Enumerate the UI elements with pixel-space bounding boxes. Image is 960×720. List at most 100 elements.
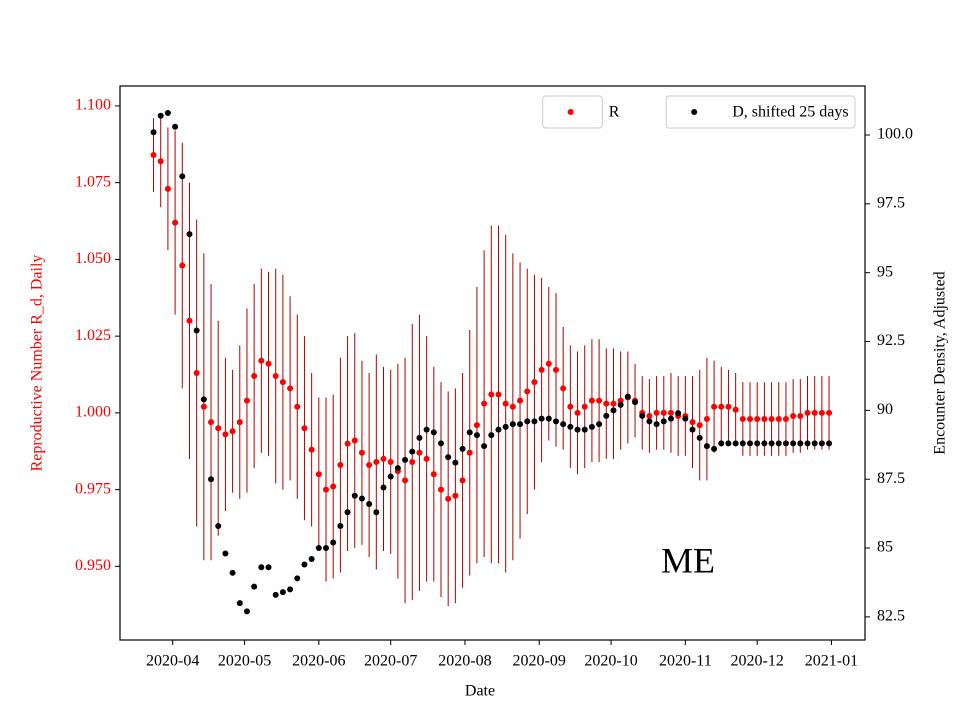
point xyxy=(509,421,516,428)
point xyxy=(394,465,401,472)
point xyxy=(732,406,739,413)
point xyxy=(473,432,480,439)
point xyxy=(804,409,811,416)
point xyxy=(581,403,588,410)
point xyxy=(617,397,624,404)
point xyxy=(711,403,718,410)
annotation: ME xyxy=(661,540,715,580)
point xyxy=(610,407,617,414)
point xyxy=(215,523,222,530)
point xyxy=(150,152,157,159)
point xyxy=(603,412,610,419)
point xyxy=(538,366,545,373)
point xyxy=(639,412,646,419)
point xyxy=(560,421,567,428)
point xyxy=(402,477,409,484)
point xyxy=(782,416,789,423)
point xyxy=(358,449,365,456)
point xyxy=(186,231,193,238)
y-tick-label: 1.100 xyxy=(75,97,111,114)
point xyxy=(416,434,423,441)
point xyxy=(538,415,545,422)
point xyxy=(718,440,725,447)
point xyxy=(358,495,365,502)
point xyxy=(200,396,207,403)
y2-axis-label: Encounter Density, Adjusted xyxy=(932,271,949,454)
point xyxy=(531,418,538,425)
point xyxy=(179,173,186,180)
point xyxy=(279,589,286,596)
x-tick-label: 2020-06 xyxy=(292,653,345,670)
point xyxy=(222,550,229,557)
point xyxy=(747,440,754,447)
point xyxy=(445,454,452,461)
point xyxy=(596,421,603,428)
point xyxy=(200,403,207,410)
point xyxy=(330,539,337,546)
point xyxy=(761,416,768,423)
point xyxy=(509,403,516,410)
legend-box xyxy=(665,95,856,129)
point xyxy=(768,440,775,447)
point xyxy=(811,440,818,447)
point xyxy=(682,415,689,422)
point xyxy=(775,416,782,423)
point xyxy=(739,440,746,447)
point xyxy=(287,586,294,593)
point xyxy=(423,455,430,462)
point xyxy=(718,403,725,410)
point xyxy=(797,412,804,419)
point xyxy=(265,360,272,367)
point xyxy=(797,440,804,447)
point xyxy=(387,473,394,480)
point xyxy=(344,509,351,516)
point xyxy=(811,409,818,416)
y-tick-label: 1.025 xyxy=(75,327,111,344)
y2-tick-label: 97.5 xyxy=(877,195,905,212)
point xyxy=(703,416,710,423)
point xyxy=(157,112,164,119)
y2-tick-label: 90 xyxy=(877,401,893,418)
point xyxy=(696,422,703,429)
point xyxy=(351,492,358,499)
point xyxy=(732,440,739,447)
point xyxy=(488,432,495,439)
point xyxy=(524,388,531,395)
point xyxy=(703,443,710,450)
point xyxy=(466,449,473,456)
point xyxy=(179,262,186,269)
plot-frame xyxy=(119,85,866,641)
point xyxy=(172,123,179,130)
point xyxy=(481,443,488,450)
point xyxy=(222,431,229,438)
point xyxy=(301,425,308,432)
point xyxy=(502,423,509,430)
point xyxy=(452,459,459,466)
point xyxy=(251,373,258,380)
point xyxy=(344,440,351,447)
x-axis-label: Date xyxy=(465,683,495,700)
y2-tick-label: 82.5 xyxy=(877,608,905,625)
point xyxy=(552,418,559,425)
point xyxy=(208,476,215,483)
legend-marker xyxy=(567,109,574,115)
point xyxy=(229,428,236,435)
point xyxy=(366,462,373,469)
point xyxy=(330,483,337,490)
x-tick-label: 2020-05 xyxy=(218,653,271,670)
point xyxy=(826,440,833,447)
y2-tick-label: 92.5 xyxy=(877,332,905,349)
point xyxy=(517,421,524,428)
point xyxy=(258,564,265,571)
point xyxy=(488,391,495,398)
point xyxy=(624,393,631,400)
y-tick-label: 0.975 xyxy=(75,480,111,497)
point xyxy=(164,109,171,116)
point xyxy=(696,434,703,441)
point xyxy=(567,403,574,410)
x-tick-label: 2021-01 xyxy=(805,653,858,670)
y2-tick-label: 87.5 xyxy=(877,470,905,487)
point xyxy=(251,583,258,590)
point xyxy=(711,445,718,452)
